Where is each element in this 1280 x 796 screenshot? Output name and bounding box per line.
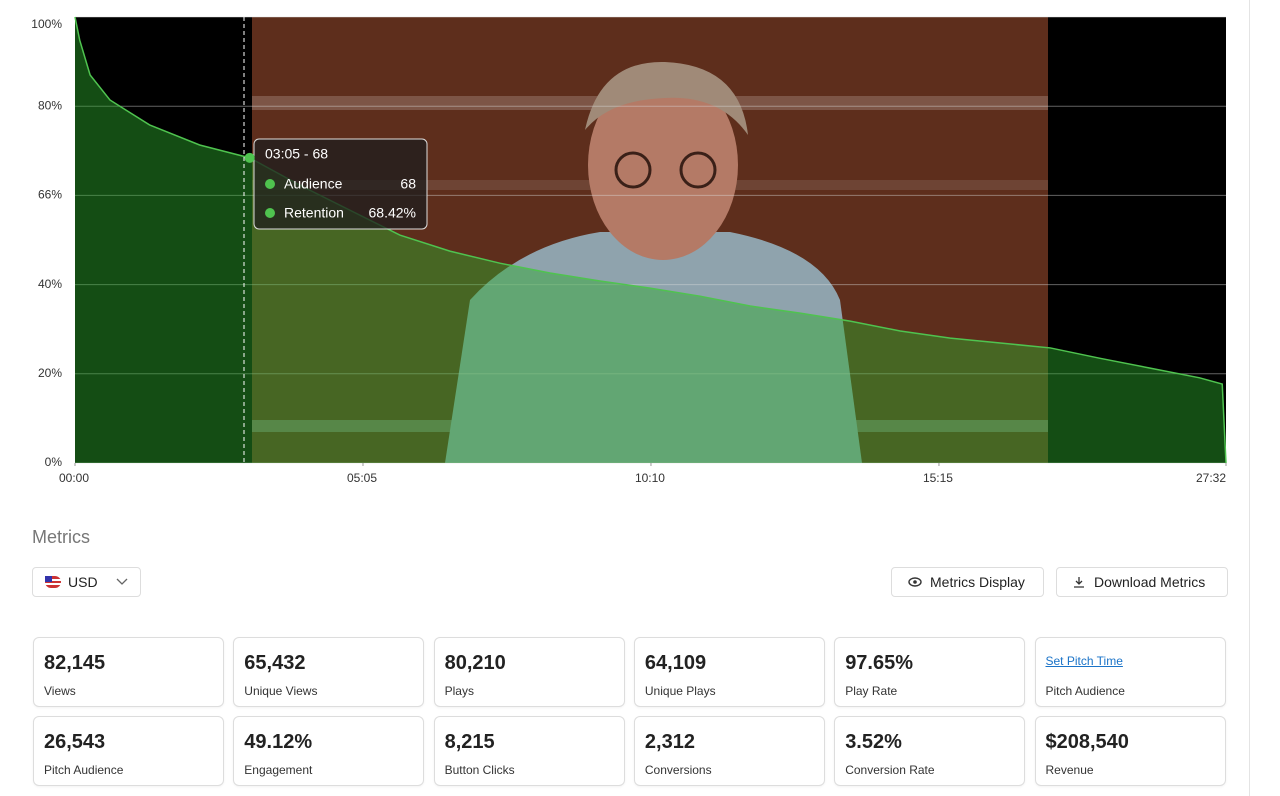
x-tick-label: 15:15 [923,471,953,485]
retention-line [74,16,1227,464]
tooltip-title: 03:05 - 68 [265,146,328,162]
metric-card: 82,145 Views [33,637,224,707]
card-value: 97.65% [845,652,914,674]
x-tick-label: 05:05 [347,471,377,485]
metric-card: 65,432 Unique Views [233,637,425,707]
card-value: $208,540 [1045,731,1129,753]
card-label: Button Clicks [444,763,515,777]
card-label: Engagement [244,763,313,777]
card-value: 26,543 [44,731,106,753]
card-label: Play Rate [845,684,898,698]
flag-icon [45,576,61,588]
button-label: Metrics Display [930,574,1025,590]
metric-card: 8,215 Button Clicks [433,716,625,786]
card-label: Plays [444,684,474,698]
currency-select[interactable]: USD [32,567,141,597]
video-person-head [588,70,738,260]
metric-card: 3.52% Conversion Rate [834,716,1026,786]
x-tick-label: 27:32 [1196,471,1226,485]
card-value: 49.12% [244,731,313,753]
metric-card: 2,312 Conversions [633,716,825,786]
tooltip-value: 68.42% [369,205,416,221]
hover-point [244,152,255,163]
tooltip-label: Audience [284,176,343,192]
y-tick-label: 0% [45,455,63,469]
video-glasses [679,151,717,189]
divider [1249,0,1250,796]
card-label: Conversions [644,763,712,777]
metric-card: 49.12% Engagement [233,716,425,786]
button-label: Download Metrics [1094,574,1206,590]
currency-label: USD [68,574,98,590]
card-label: Conversion Rate [845,763,935,777]
y-tick-label: 80% [38,98,62,112]
card-value: 80,210 [444,652,506,674]
tooltip-box [253,138,428,230]
video-person-shirt [445,232,862,463]
tooltip: 03:05 - 68 Audience 68 Retention 68.42% [253,138,428,230]
retention-chart: 03:05 - 68 Audience 68 Retention 68.42% … [31,16,1227,485]
card-label: Pitch Audience [1045,684,1125,698]
tooltip-dot [265,179,275,189]
tooltip-label: Retention [284,205,344,221]
y-tick-label: 20% [38,366,62,380]
video-glasses [614,151,652,189]
y-tick-label: 66% [38,188,62,202]
metric-card: 26,543 Pitch Audience [33,716,224,786]
metric-card: $208,540 Revenue [1034,716,1226,786]
video-person-hair [585,61,748,135]
card-value: 82,145 [44,652,106,674]
card-value: 8,215 [444,731,495,753]
card-value: 2,312 [644,731,695,753]
metric-card: Set Pitch Time Pitch Audience [1034,637,1226,707]
tooltip-dot [265,208,275,218]
card-label: Views [44,684,76,698]
x-tick-label: 10:10 [635,471,665,485]
metrics-display-button[interactable]: Metrics Display [891,567,1044,597]
metric-card: 80,210 Plays [433,637,625,707]
x-tick-label: 00:00 [59,471,89,485]
tooltip-value: 68 [400,176,416,192]
card-link[interactable]: Set Pitch Time [1045,654,1123,668]
card-value: 3.52% [845,731,902,753]
download-metrics-button[interactable]: Download Metrics [1056,567,1228,597]
card-label: Pitch Audience [44,763,124,777]
download-icon [1074,577,1084,588]
card-value: 64,109 [644,652,707,674]
metrics-title: Metrics [32,527,90,547]
card-label: Unique Views [244,684,318,698]
retention-area [75,17,1226,463]
card-label: Revenue [1045,763,1094,777]
card-label: Unique Plays [644,684,716,698]
chevron-icon [116,578,128,585]
metric-card: 97.65% Play Rate [834,637,1026,707]
eye-icon [908,577,922,587]
metric-card: 64,109 Unique Plays [633,637,825,707]
y-tick-label: 40% [38,277,62,291]
card-value: 65,432 [244,652,306,674]
y-tick-label: 100% [31,17,62,31]
